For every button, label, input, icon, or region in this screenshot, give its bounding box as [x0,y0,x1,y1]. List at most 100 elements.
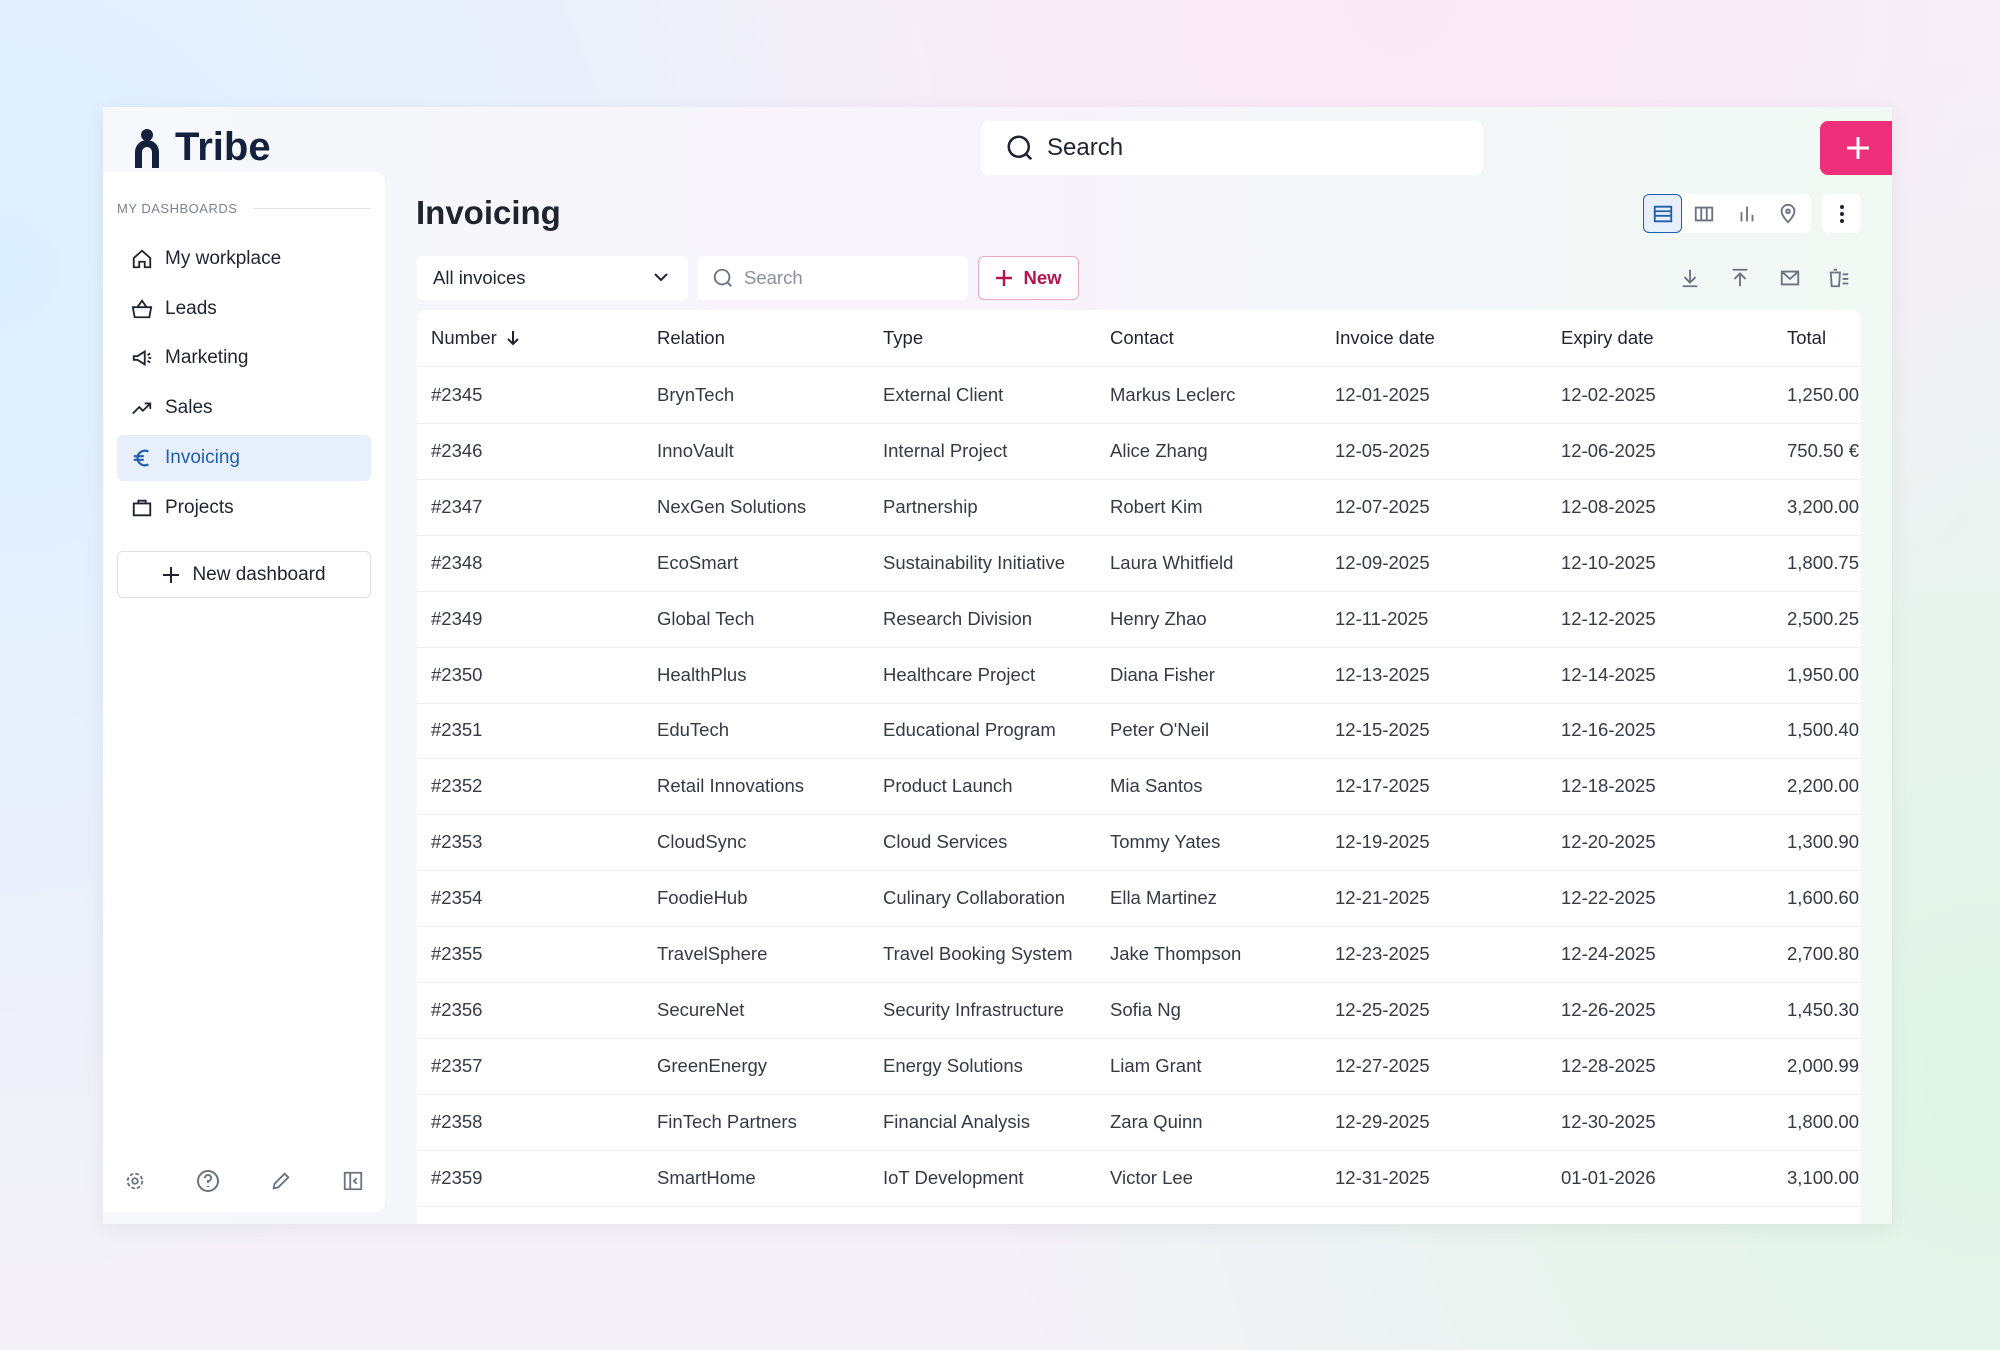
nav-label: My workplace [165,248,282,269]
nav-label: Projects [165,497,234,518]
global-search[interactable]: Search [981,121,1483,175]
table-cell: 1,800.75 € [1787,551,1861,573]
table-cell: Mia Santos [1110,775,1203,797]
button-label: New dashboard [192,563,326,585]
table-cell: 12-10-2025 [1561,551,1656,573]
nav-label: Sales [165,397,213,418]
nav-label: Marketing [165,347,249,368]
table-cell: Travel Booking System [883,943,1073,964]
column-header[interactable]: Type [883,327,924,348]
table-cell: Sustainability Initiative [883,551,1066,573]
table-cell: 12-14-2025 [1561,663,1656,685]
table-cell: Sofia Ng [1110,998,1181,1020]
sidebar [103,172,385,1212]
delete-columns-icon[interactable] [1828,267,1850,289]
settings-icon[interactable] [124,1170,146,1192]
collapse-icon[interactable] [342,1170,364,1192]
search-placeholder: Search [744,267,803,288]
column-header[interactable]: Contact [1110,327,1174,348]
filter-dropdown[interactable]: All invoices [417,256,688,300]
megaphone-icon [132,349,152,367]
table-cell: 12-06-2025 [1561,439,1656,461]
table-cell: #2354 [431,887,483,909]
table-cell: 12-02-2025 [1561,384,1656,405]
section-label: MY DASHBOARDS [117,201,238,216]
view-active[interactable] [1643,194,1682,233]
table-cell: FoodieHub [657,887,748,909]
plus-icon [163,566,180,583]
table-cell: #2345 [431,384,483,405]
table-cell: Financial Analysis [883,1110,1031,1132]
table-cell: 01-01-2026 [1561,1166,1656,1188]
table-cell: 1,300.90 € [1787,831,1861,853]
table-search[interactable]: Search [698,256,968,300]
map-view-icon[interactable] [1777,203,1799,225]
table-cell: NexGen Solutions [657,495,807,517]
table-cell: 12-17-2025 [1335,775,1430,797]
plus-icon [1847,137,1869,159]
table-cell: 12-21-2025 [1335,887,1430,909]
table-cell: 12-31-2025 [1335,1166,1430,1188]
edit-icon[interactable] [270,1170,292,1192]
new-dashboard-button[interactable]: New dashboard [117,551,371,598]
row-divider [417,1037,1861,1039]
table-cell: Educational Program [883,719,1056,741]
more-button[interactable] [1822,194,1861,233]
table-cell: 12-12-2025 [1561,607,1656,629]
nav-item-active[interactable]: Invoicing [117,435,371,481]
column-header[interactable]: Number [431,327,521,349]
table-cell: Diana Fisher [1110,663,1215,685]
nav-item[interactable]: Projects [117,485,371,531]
nav-item[interactable]: Leads [117,286,371,332]
table-cell: 2,200.00 € [1787,775,1861,797]
table-cell: #2358 [431,1110,483,1132]
search-icon [1007,135,1033,161]
table-cell: 12-19-2025 [1335,831,1430,853]
download-icon[interactable] [1679,267,1701,289]
table-cell: HealthPlus [657,663,747,685]
column-header[interactable]: Relation [657,327,725,348]
table-cell: Partnership [883,495,978,517]
mail-icon[interactable] [1779,267,1801,289]
help-icon[interactable] [196,1169,220,1193]
column-header[interactable]: Invoice date [1335,327,1435,348]
search-icon [713,268,732,287]
header-divider [417,366,1861,367]
table-cell: 1,800.00 € [1787,1110,1861,1132]
table-cell: EduTech [657,719,729,741]
table-cell: 750.50 € [1787,439,1860,461]
table-cell: Internal Project [883,439,1008,461]
column-header[interactable]: Expiry date [1561,327,1654,348]
chart-view-icon[interactable] [1736,203,1758,225]
board-view-icon[interactable] [1693,203,1715,225]
filter-label: All invoices [433,267,526,288]
table-cell: 3,100.00 € [1787,1166,1861,1188]
table-cell: 12-24-2025 [1561,943,1656,964]
nav-item[interactable]: My workplace [117,236,371,282]
table-cell: #2346 [431,439,483,461]
table-cell: 12-27-2025 [1335,1054,1430,1076]
nav-item[interactable]: Marketing [117,335,371,381]
table-cell: #2355 [431,943,483,964]
column-header[interactable]: Total [1787,327,1827,348]
table-cell: 12-08-2025 [1561,495,1656,517]
briefcase-icon [132,499,152,517]
row-divider [417,478,1861,480]
table-cell: 12-22-2025 [1561,887,1656,909]
table-cell: 1,450.30 € [1787,998,1861,1020]
sort-icon [507,331,519,346]
view-switcher [1643,194,1811,233]
table-cell: 12-28-2025 [1561,1054,1656,1076]
table-cell: 12-15-2025 [1335,719,1430,741]
button-label: New [1023,267,1062,288]
new-button[interactable]: New [978,256,1079,300]
upload-icon[interactable] [1729,267,1751,289]
table-cell: 3,200.00 € [1787,495,1861,517]
table-cell: 12-01-2025 [1335,384,1430,405]
home-icon [132,249,152,269]
table-cell: SmartHome [657,1166,756,1188]
add-button[interactable] [1820,121,1892,175]
nav-item[interactable]: Sales [117,385,371,431]
table-cell: 12-20-2025 [1561,831,1656,853]
